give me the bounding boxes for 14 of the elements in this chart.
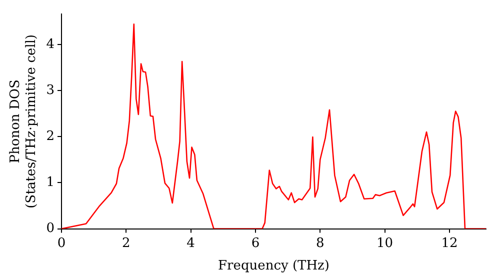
x-tick-label: 6 [251, 236, 260, 251]
x-tick-label: 12 [441, 236, 458, 251]
y-tick-label: 3 [46, 82, 54, 98]
y-axis-title: Phonon DOS (States/THz·primitive cell) [8, 34, 39, 208]
x-axis-title: Frequency (THz) [218, 258, 330, 274]
x-tick-label: 2 [122, 236, 130, 251]
x-tick-label: 8 [316, 236, 324, 251]
x-tick-label: 0 [57, 236, 66, 251]
y-tick-label: 0 [46, 221, 54, 236]
x-tick-label: 4 [186, 236, 195, 251]
y-tick-label: 2 [46, 128, 54, 144]
y-tick-label: 4 [46, 36, 54, 52]
x-tick-label: 10 [376, 236, 394, 251]
y-tick-label: 1 [46, 175, 54, 190]
